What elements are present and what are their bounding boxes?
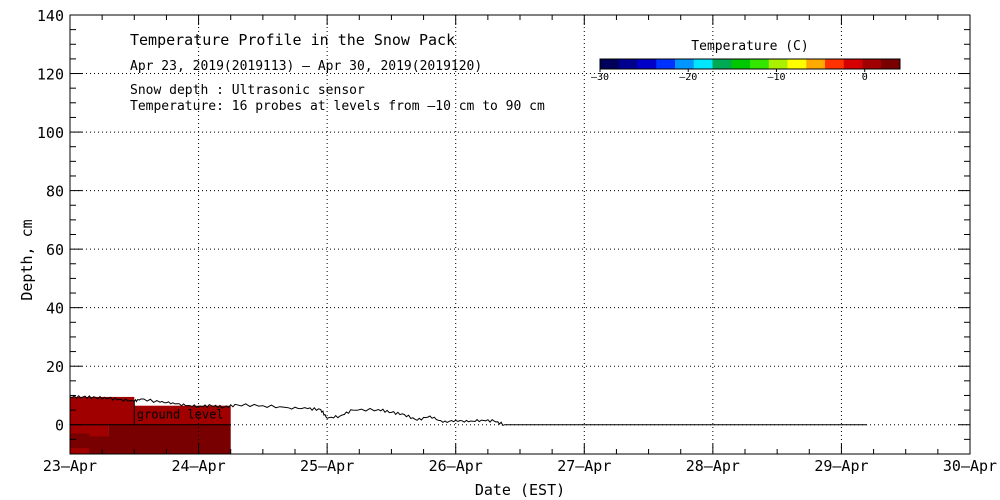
colorbar-frame xyxy=(599,58,901,70)
colorbar-swatch xyxy=(806,59,826,69)
colorbar-swatch xyxy=(787,59,807,69)
colorbar-swatch xyxy=(637,59,657,69)
colorbar-swatch xyxy=(693,59,713,69)
y-tick-label: 60 xyxy=(46,241,64,259)
snow-depth-line xyxy=(69,394,868,427)
x-tick-label: 27–Apr xyxy=(557,457,611,475)
colorbar-tick-label: 0 xyxy=(862,72,868,83)
heatmap-cell xyxy=(160,424,231,454)
colorbar-tick-label: –30 xyxy=(591,72,609,83)
colorbar-swatch xyxy=(675,59,695,69)
x-tick-label: 23–Apr xyxy=(43,457,97,475)
colorbar-swatch xyxy=(843,59,863,69)
colorbar-swatch xyxy=(825,59,845,69)
x-tick-label: 24–Apr xyxy=(171,457,225,475)
colorbar-swatch xyxy=(731,59,751,69)
y-tick-label: 120 xyxy=(37,66,64,84)
note-temperature: Temperature: 16 probes at levels from –1… xyxy=(130,99,545,114)
heatmap-cell xyxy=(70,396,135,425)
y-tick-label: 0 xyxy=(55,417,64,435)
x-tick-labels: 23–Apr 24–Apr 25–Apr 26–Apr 27–Apr 28–Apr 29–A… xyxy=(43,457,997,475)
colorbar-swatch xyxy=(712,59,732,69)
colorbar-tick-label: –20 xyxy=(679,72,697,83)
y-axis-label: Depth, cm xyxy=(18,219,36,300)
colorbar-swatch xyxy=(600,59,620,69)
y-tick-label: 140 xyxy=(37,7,64,25)
chart-subtitle: Apr 23, 2019(2019113) – Apr 30, 2019(201… xyxy=(130,59,482,74)
x-tick-label: 25–Apr xyxy=(300,457,354,475)
colorbar-swatch xyxy=(768,59,788,69)
chart-title: Temperature Profile in the Snow Pack xyxy=(130,31,455,49)
x-axis-label: Date (EST) xyxy=(475,481,565,499)
colorbar-tick-label: –10 xyxy=(767,72,785,83)
colorbar-swatch xyxy=(881,59,901,69)
x-tick-label: 26–Apr xyxy=(429,457,483,475)
y-tick-labels: 0 20 40 60 80 100 120 140 xyxy=(37,7,64,435)
x-tick-label: 30–Apr xyxy=(943,457,997,475)
ground-level-label: ground level xyxy=(137,408,224,422)
plot-frame xyxy=(69,14,971,455)
heatmap-cell xyxy=(70,433,90,449)
note-snow-depth: Snow depth : Ultrasonic sensor xyxy=(130,83,365,98)
y-tick-label: 20 xyxy=(46,358,64,376)
colorbar-swatch xyxy=(862,59,882,69)
heatmap-cell xyxy=(134,405,231,425)
y-tick-label: 80 xyxy=(46,183,64,201)
x-tick-label: 29–Apr xyxy=(814,457,868,475)
y-tick-label: 100 xyxy=(37,124,64,142)
colorbar-legend xyxy=(599,58,901,72)
colorbar-swatch xyxy=(618,59,638,69)
colorbar-title: Temperature (C) xyxy=(691,39,808,54)
heatmap-cell xyxy=(89,436,128,454)
colorbar-swatch xyxy=(656,59,676,69)
colorbar-swatch xyxy=(750,59,770,69)
x-tick-label: 28–Apr xyxy=(686,457,740,475)
colorbar-tick-labels: –30 –20 –10 0 xyxy=(591,72,868,83)
y-tick-label: 40 xyxy=(46,300,64,318)
